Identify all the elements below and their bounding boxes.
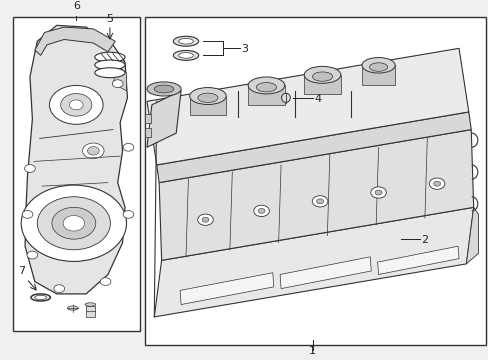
Ellipse shape <box>85 303 96 306</box>
Polygon shape <box>466 207 478 264</box>
Circle shape <box>21 185 126 261</box>
Ellipse shape <box>173 36 198 46</box>
Polygon shape <box>159 130 473 260</box>
Bar <box>13 17 140 331</box>
Text: 3: 3 <box>241 44 248 54</box>
Text: 6: 6 <box>73 1 80 12</box>
Ellipse shape <box>312 72 332 81</box>
Circle shape <box>69 100 83 110</box>
Text: 1: 1 <box>308 346 316 356</box>
Ellipse shape <box>173 50 198 60</box>
Ellipse shape <box>147 82 181 96</box>
Circle shape <box>22 211 33 218</box>
Ellipse shape <box>256 82 276 92</box>
Circle shape <box>24 165 35 172</box>
Polygon shape <box>247 85 284 105</box>
Polygon shape <box>189 96 226 116</box>
Ellipse shape <box>369 63 387 71</box>
Polygon shape <box>113 66 126 91</box>
Text: 7: 7 <box>18 266 25 276</box>
Polygon shape <box>377 246 458 274</box>
Text: 4: 4 <box>314 94 321 104</box>
Circle shape <box>197 214 213 225</box>
Text: 5: 5 <box>106 14 113 24</box>
Polygon shape <box>144 114 151 122</box>
Polygon shape <box>157 112 470 183</box>
Polygon shape <box>147 91 181 147</box>
Polygon shape <box>86 306 95 317</box>
Ellipse shape <box>361 58 394 73</box>
Ellipse shape <box>67 306 78 310</box>
Circle shape <box>112 80 123 87</box>
Polygon shape <box>147 48 468 165</box>
Circle shape <box>37 197 110 250</box>
Ellipse shape <box>189 87 226 104</box>
Circle shape <box>312 196 327 207</box>
Polygon shape <box>361 65 394 85</box>
Circle shape <box>54 285 64 293</box>
Circle shape <box>82 143 104 159</box>
Circle shape <box>61 94 92 116</box>
Circle shape <box>49 85 103 124</box>
Circle shape <box>123 211 134 218</box>
Ellipse shape <box>247 77 284 94</box>
Polygon shape <box>25 25 127 294</box>
Circle shape <box>316 199 323 204</box>
Circle shape <box>87 147 99 155</box>
Circle shape <box>258 208 264 213</box>
Ellipse shape <box>95 52 125 62</box>
Text: 2: 2 <box>421 235 428 246</box>
Polygon shape <box>35 27 115 55</box>
Circle shape <box>253 205 269 216</box>
Polygon shape <box>280 257 370 289</box>
Circle shape <box>100 278 111 285</box>
Circle shape <box>433 181 440 186</box>
Ellipse shape <box>178 39 193 44</box>
Ellipse shape <box>281 93 290 102</box>
Ellipse shape <box>178 53 193 58</box>
Ellipse shape <box>154 85 173 93</box>
Ellipse shape <box>95 60 125 70</box>
Polygon shape <box>144 128 151 137</box>
Ellipse shape <box>95 68 125 78</box>
Polygon shape <box>154 207 473 317</box>
Bar <box>144 17 485 345</box>
Ellipse shape <box>304 66 340 83</box>
Circle shape <box>428 178 444 189</box>
Circle shape <box>123 143 134 151</box>
Circle shape <box>370 187 386 198</box>
Polygon shape <box>180 273 273 305</box>
Circle shape <box>374 190 381 195</box>
Polygon shape <box>304 75 340 94</box>
Circle shape <box>52 207 96 239</box>
Ellipse shape <box>198 93 218 103</box>
Circle shape <box>63 216 84 231</box>
Circle shape <box>27 251 38 259</box>
Circle shape <box>202 217 208 222</box>
